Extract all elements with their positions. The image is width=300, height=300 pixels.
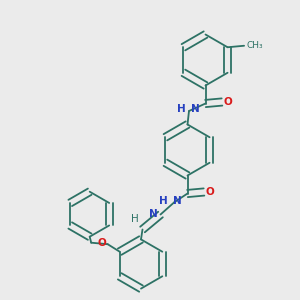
Text: O: O bbox=[98, 238, 106, 248]
Text: H: H bbox=[131, 214, 139, 224]
Text: N: N bbox=[191, 104, 200, 115]
Text: N: N bbox=[149, 208, 158, 219]
Text: CH₃: CH₃ bbox=[247, 41, 263, 50]
Text: O: O bbox=[206, 187, 214, 197]
Text: H: H bbox=[159, 196, 167, 206]
Text: H: H bbox=[177, 104, 186, 115]
Text: N: N bbox=[172, 196, 181, 206]
Text: O: O bbox=[224, 97, 232, 107]
